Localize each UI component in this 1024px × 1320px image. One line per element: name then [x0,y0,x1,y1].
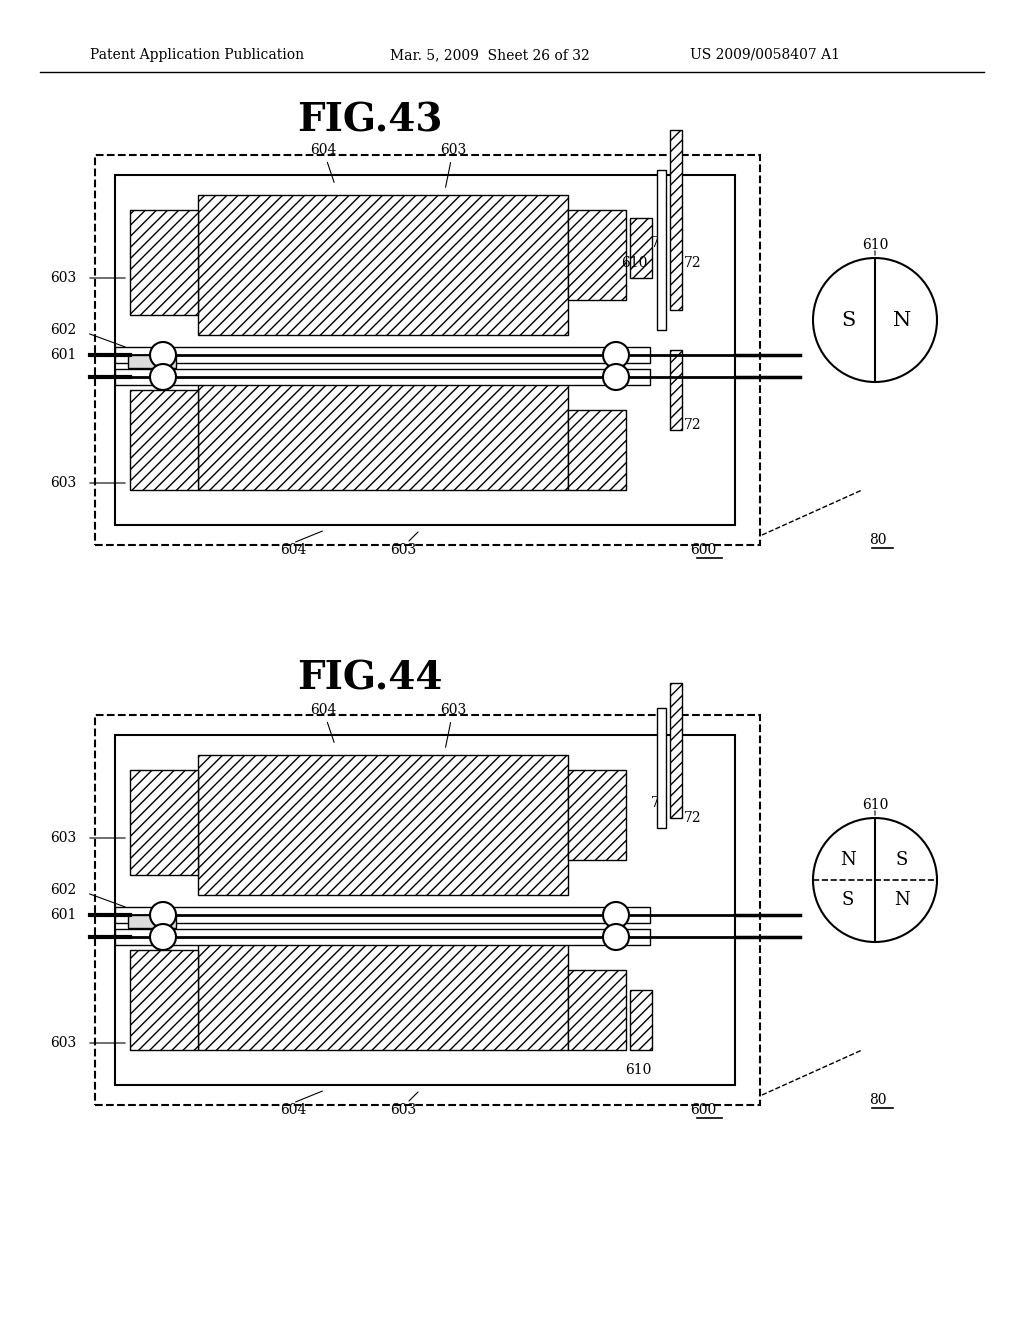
Bar [657,708,666,828]
Text: Patent Application Publication: Patent Application Publication [90,48,304,62]
Text: FIG.44: FIG.44 [297,659,442,697]
Text: 610: 610 [862,238,888,252]
Bar [670,682,682,818]
Text: 603: 603 [390,1104,416,1117]
Bar [130,210,198,315]
Bar [657,170,666,330]
Text: 600: 600 [690,1104,716,1117]
Text: 610: 610 [625,1063,651,1077]
Text: 603: 603 [390,543,416,557]
Bar [115,735,735,1085]
Text: 80: 80 [869,1093,887,1107]
Circle shape [603,342,629,368]
Circle shape [150,902,176,928]
Circle shape [813,257,937,381]
Text: 610: 610 [862,799,888,812]
Text: N: N [840,851,856,869]
Text: Mar. 5, 2009  Sheet 26 of 32: Mar. 5, 2009 Sheet 26 of 32 [390,48,590,62]
Bar [128,915,176,928]
Text: 602: 602 [50,323,76,337]
Bar [568,970,626,1049]
Text: 600: 600 [690,543,716,557]
Bar [115,907,650,923]
Bar [95,715,760,1105]
Text: 601: 601 [50,908,77,921]
Bar [198,195,568,335]
Text: 603: 603 [50,271,76,285]
Circle shape [603,364,629,389]
Bar [95,154,760,545]
Bar [128,355,176,368]
Text: 603: 603 [50,832,76,845]
Text: N: N [894,891,910,909]
Text: 604: 604 [310,143,336,182]
Bar [115,176,735,525]
Circle shape [603,902,629,928]
Text: 601: 601 [50,348,77,362]
Bar [198,935,568,1049]
Text: 603: 603 [440,704,466,747]
Circle shape [150,364,176,389]
Bar [115,370,650,385]
Bar [130,389,198,490]
Bar [130,950,198,1049]
Text: 80: 80 [869,533,887,546]
Bar [130,770,198,875]
Text: FIG.43: FIG.43 [297,102,442,139]
Bar [670,129,682,310]
Circle shape [150,342,176,368]
Bar [568,770,626,861]
Circle shape [150,924,176,950]
Text: S: S [841,310,855,330]
Text: N: N [893,310,911,330]
Bar [568,210,626,300]
Bar [198,755,568,895]
Bar [115,929,650,945]
Text: 72: 72 [684,418,701,432]
Text: 72: 72 [684,256,701,271]
Text: US 2009/0058407 A1: US 2009/0058407 A1 [690,48,840,62]
Bar [630,218,652,279]
Text: S: S [842,891,854,909]
Text: S: S [896,851,908,869]
Bar [568,411,626,490]
Text: 602: 602 [50,883,76,898]
Text: 604: 604 [310,704,336,742]
Text: 604: 604 [280,543,306,557]
Bar [630,990,652,1049]
Text: 610: 610 [621,256,647,271]
Bar [670,350,682,430]
Text: 603: 603 [50,477,76,490]
Circle shape [813,818,937,942]
Bar [198,375,568,490]
Text: 70: 70 [651,796,669,810]
Bar [115,347,650,363]
Text: 603: 603 [440,143,466,187]
Text: 604: 604 [280,1104,306,1117]
Circle shape [603,924,629,950]
Text: 70: 70 [651,236,669,249]
Text: 603: 603 [50,1036,76,1049]
Text: 72: 72 [684,810,701,825]
